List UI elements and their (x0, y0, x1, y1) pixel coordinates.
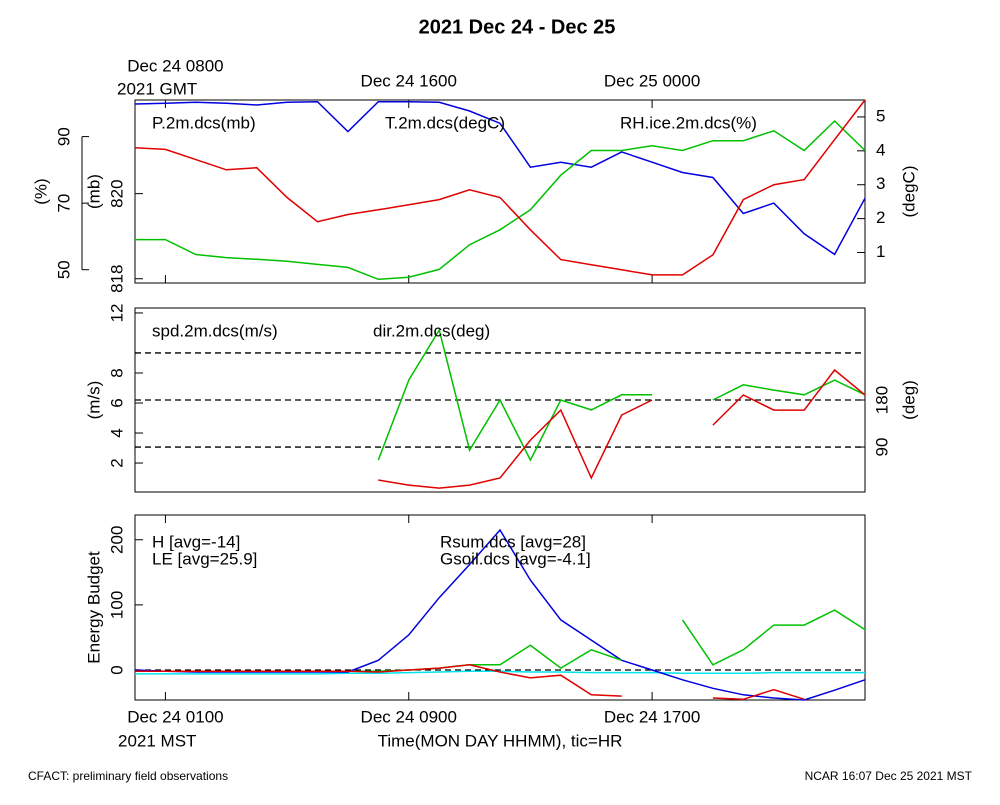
x2-tick-label: Dec 24 0800 (127, 56, 223, 75)
chart-title: 2021 Dec 24 - Dec 25 (419, 16, 616, 38)
series-line (377, 328, 866, 462)
series-line (135, 609, 866, 673)
y2-axis-label: (deg) (899, 380, 918, 420)
y-axis-label: (mb) (84, 174, 103, 209)
x-axis-label: Time(MON DAY HHMM), tic=HR (378, 731, 623, 750)
legend-label: H [avg=-14] (152, 532, 240, 551)
series-line (134, 100, 866, 256)
plot-frame (134, 514, 866, 701)
legend-label: RH.ice.2m.dcs(%) (620, 113, 757, 132)
y2-tick-label: 5 (876, 106, 885, 125)
x2-tick-note: 2021 GMT (117, 79, 197, 98)
plot-frame (134, 99, 866, 284)
y-tick-label: 820 (107, 179, 126, 207)
y-axis-label: Energy Budget (84, 551, 103, 664)
x-tick-label: Dec 24 0100 (127, 707, 223, 726)
legend-label: P.2m.dcs(mb) (152, 113, 256, 132)
legend-label: LE [avg=25.9] (152, 549, 257, 568)
x2-tick-label: Dec 24 1600 (361, 71, 457, 90)
series-line (134, 99, 866, 276)
y-tick-label: 4 (107, 428, 126, 437)
y-tick-label: 818 (107, 265, 126, 293)
y3-axis-label: (%) (31, 178, 50, 204)
y2-tick-label: 1 (876, 242, 885, 261)
series-line (135, 664, 805, 701)
legend-label: spd.2m.dcs(m/s) (152, 321, 278, 340)
x-tick-note: 2021 MST (118, 731, 196, 750)
y2-tick-label: 4 (876, 140, 885, 159)
series-line (378, 368, 866, 489)
series-line (135, 119, 866, 281)
y2-tick-label: 2 (876, 208, 885, 227)
x-tick-label: Dec 24 0900 (361, 707, 457, 726)
legend-label: T.2m.dcs(degC) (385, 113, 505, 132)
x2-tick-label: Dec 25 0000 (604, 71, 700, 90)
y-tick-label: 100 (107, 591, 126, 619)
y-axis-label: (m/s) (84, 381, 103, 420)
y-tick-label: 6 (107, 398, 126, 407)
y-tick-label: 200 (107, 526, 126, 554)
y-tick-label: 8 (107, 368, 126, 377)
y2-axis-label: (degC) (899, 166, 918, 218)
y3-tick-label: 50 (54, 260, 73, 279)
y2-tick-label: 90 (872, 438, 891, 457)
footer-left: CFACT: preliminary field observations (28, 769, 228, 783)
footer-right: NCAR 16:07 Dec 25 2021 MST (805, 769, 973, 783)
x-tick-label: Dec 24 1700 (604, 707, 700, 726)
legend-label: Rsum.dcs [avg=28] (440, 532, 586, 551)
y3-tick-label: 90 (54, 127, 73, 146)
legend-label: Gsoil.dcs [avg=-4.1] (440, 549, 591, 568)
y-tick-label: 12 (107, 303, 126, 322)
y2-tick-label: 3 (876, 174, 885, 193)
y3-tick-label: 70 (54, 194, 73, 213)
legend-label: dir.2m.dcs(deg) (373, 321, 490, 340)
y2-tick-label: 180 (872, 386, 891, 414)
y-tick-label: 0 (107, 665, 126, 674)
y-tick-label: 2 (107, 458, 126, 467)
